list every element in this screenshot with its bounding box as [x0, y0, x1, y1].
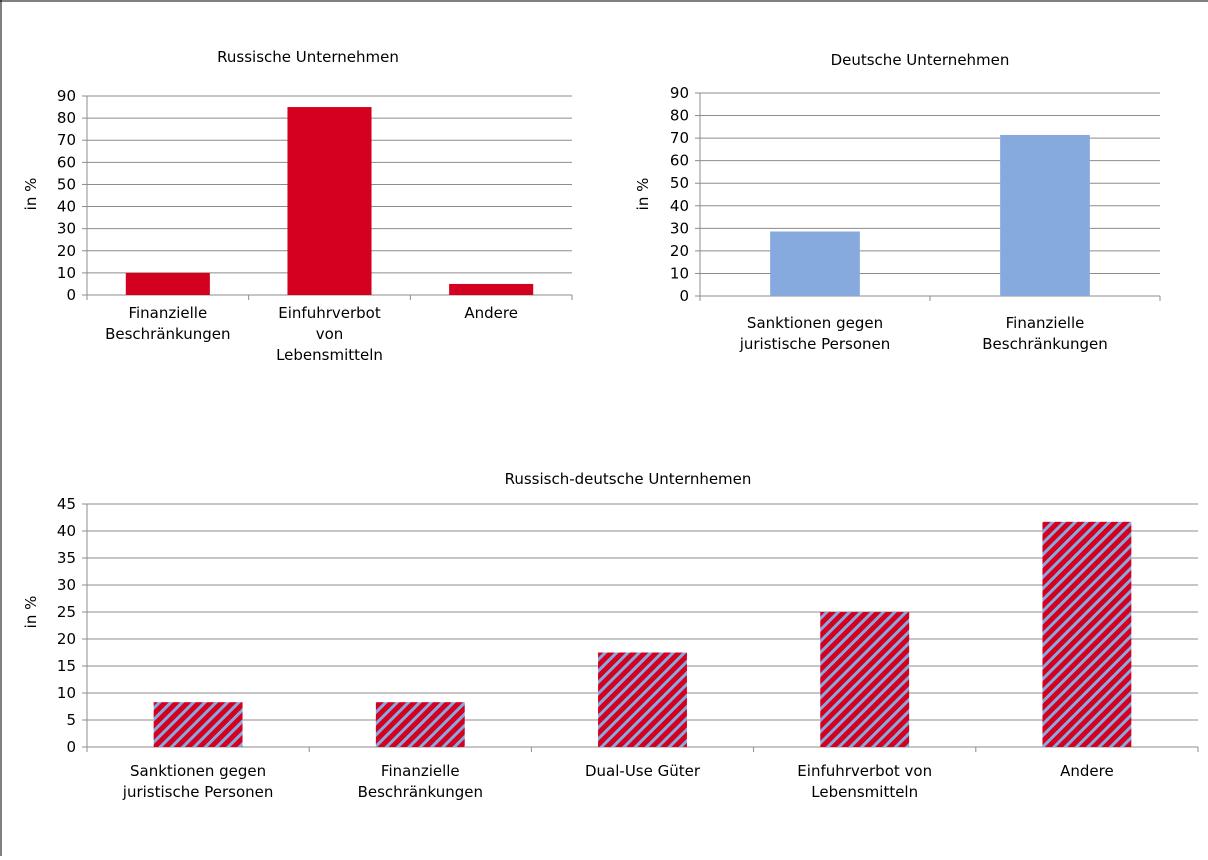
y-tick-label: 0: [679, 287, 689, 305]
y-tick-label: 30: [670, 219, 689, 237]
y-tick-label: 30: [57, 220, 76, 238]
y-tick-label: 5: [66, 711, 76, 729]
y-tick-label: 20: [57, 630, 76, 648]
y-tick-label: 10: [57, 684, 76, 702]
x-category-label: Einfuhrverbot von Lebensmitteln: [797, 762, 932, 801]
y-tick-label: 50: [57, 175, 76, 193]
x-category-label: Andere: [1060, 762, 1114, 780]
y-tick-label: 20: [670, 242, 689, 260]
bar: [153, 702, 243, 747]
x-category-label: Einfuhrverbot von Lebensmitteln: [276, 304, 383, 364]
y-tick-label: 60: [57, 153, 76, 171]
chart-russisch-deutsche-unternehmen: Russisch-deutsche Unternhemen in % 0 5 10 1…: [22, 470, 1199, 801]
y-tick-label: 40: [57, 522, 76, 540]
x-category-label: Andere: [464, 304, 518, 322]
y-tick-label: 70: [670, 129, 689, 147]
y-tick-label: 10: [57, 264, 76, 282]
bar: [770, 231, 860, 296]
y-tick-label: 90: [670, 84, 689, 102]
y-tick-label: 10: [670, 264, 689, 282]
y-tick-label: 45: [57, 495, 76, 513]
y-tick-label: 15: [57, 657, 76, 675]
x-category-label: Finanzielle Beschränkungen: [358, 762, 483, 801]
bar: [1042, 521, 1132, 747]
bar: [820, 612, 910, 747]
y-tick-label: 50: [670, 174, 689, 192]
bar: [125, 272, 210, 295]
y-tick-label: 40: [57, 198, 76, 216]
chart-deutsche-unternehmen: Deutsche Unternehmen in % 0 10 20 30 40 50 60 7…: [634, 51, 1161, 353]
x-category-label: Finanzielle Beschränkungen: [982, 314, 1107, 353]
y-tick-label: 20: [57, 242, 76, 260]
bar: [598, 652, 687, 747]
x-category-label: Sanktionen gegen juristische Personen: [122, 762, 274, 801]
y-tick-label: 80: [670, 107, 689, 125]
y-tick-label: 0: [66, 738, 76, 756]
y-tick-label: 40: [670, 197, 689, 215]
chart-title: Russische Unternehmen: [217, 48, 399, 66]
x-category-label: Sanktionen gegen juristische Personen: [739, 314, 891, 353]
y-axis-label: in %: [634, 178, 652, 211]
y-tick-label: 80: [57, 109, 76, 127]
y-tick-label: 90: [57, 87, 76, 105]
y-tick-label: 70: [57, 131, 76, 149]
bar: [1000, 134, 1090, 296]
y-axis-label: in %: [22, 596, 40, 629]
x-category-label: Finanzielle Beschränkungen: [105, 304, 230, 343]
chart-russische-unternehmen: Russische Unternehmen in % 0 10 20 30 40 50 60…: [22, 48, 573, 364]
bar: [375, 702, 465, 747]
x-category-label: Dual-Use Güter: [585, 762, 701, 780]
bar: [287, 107, 372, 295]
y-tick-label: 25: [57, 603, 76, 621]
y-tick-label: 60: [670, 152, 689, 170]
y-tick-label: 35: [57, 549, 76, 567]
y-axis-label: in %: [22, 178, 40, 211]
y-tick-label: 0: [66, 286, 76, 304]
bar: [449, 283, 534, 295]
y-tick-label: 30: [57, 576, 76, 594]
chart-title: Deutsche Unternehmen: [831, 51, 1010, 69]
chart-title: Russisch-deutsche Unternhemen: [505, 470, 752, 488]
